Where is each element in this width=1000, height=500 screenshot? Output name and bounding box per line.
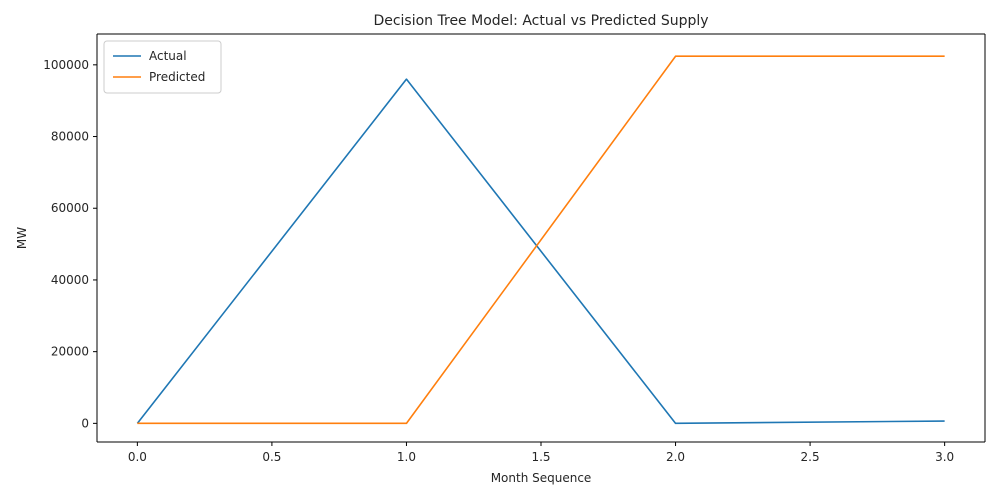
y-tick-label: 0 bbox=[81, 416, 89, 430]
y-tick-label: 20000 bbox=[51, 345, 89, 359]
legend-label-actual: Actual bbox=[149, 49, 187, 63]
legend-box bbox=[103, 40, 222, 94]
x-tick-label: 0.5 bbox=[262, 450, 281, 464]
y-axis-title: MW bbox=[15, 227, 29, 249]
x-tick-label: 1.5 bbox=[531, 450, 550, 464]
x-tick-label: 2.0 bbox=[666, 450, 685, 464]
x-tick-label: 1.0 bbox=[397, 450, 416, 464]
legend: Actual Predicted bbox=[103, 40, 222, 94]
y-tick-label: 100000 bbox=[43, 58, 89, 72]
y-tick-label: 60000 bbox=[51, 201, 89, 215]
legend-label-predicted: Predicted bbox=[149, 70, 205, 84]
series-line-predicted bbox=[137, 55, 945, 425]
y-ticks: 0 20000 40000 60000 80000 100000 bbox=[43, 58, 97, 430]
x-tick-label: 2.5 bbox=[801, 450, 820, 464]
x-axis-title: Month Sequence bbox=[491, 471, 592, 485]
series-layer bbox=[136, 55, 945, 425]
x-tick-label: 0.0 bbox=[128, 450, 147, 464]
series-line-actual bbox=[136, 78, 945, 425]
y-tick-label: 80000 bbox=[51, 130, 89, 144]
x-tick-label: 3.0 bbox=[935, 450, 954, 464]
plot-area bbox=[97, 34, 985, 442]
y-tick-label: 40000 bbox=[51, 273, 89, 287]
chart-title: Decision Tree Model: Actual vs Predicted… bbox=[373, 13, 708, 29]
x-ticks: 0.0 0.5 1.0 1.5 2.0 2.5 3.0 bbox=[128, 442, 954, 464]
